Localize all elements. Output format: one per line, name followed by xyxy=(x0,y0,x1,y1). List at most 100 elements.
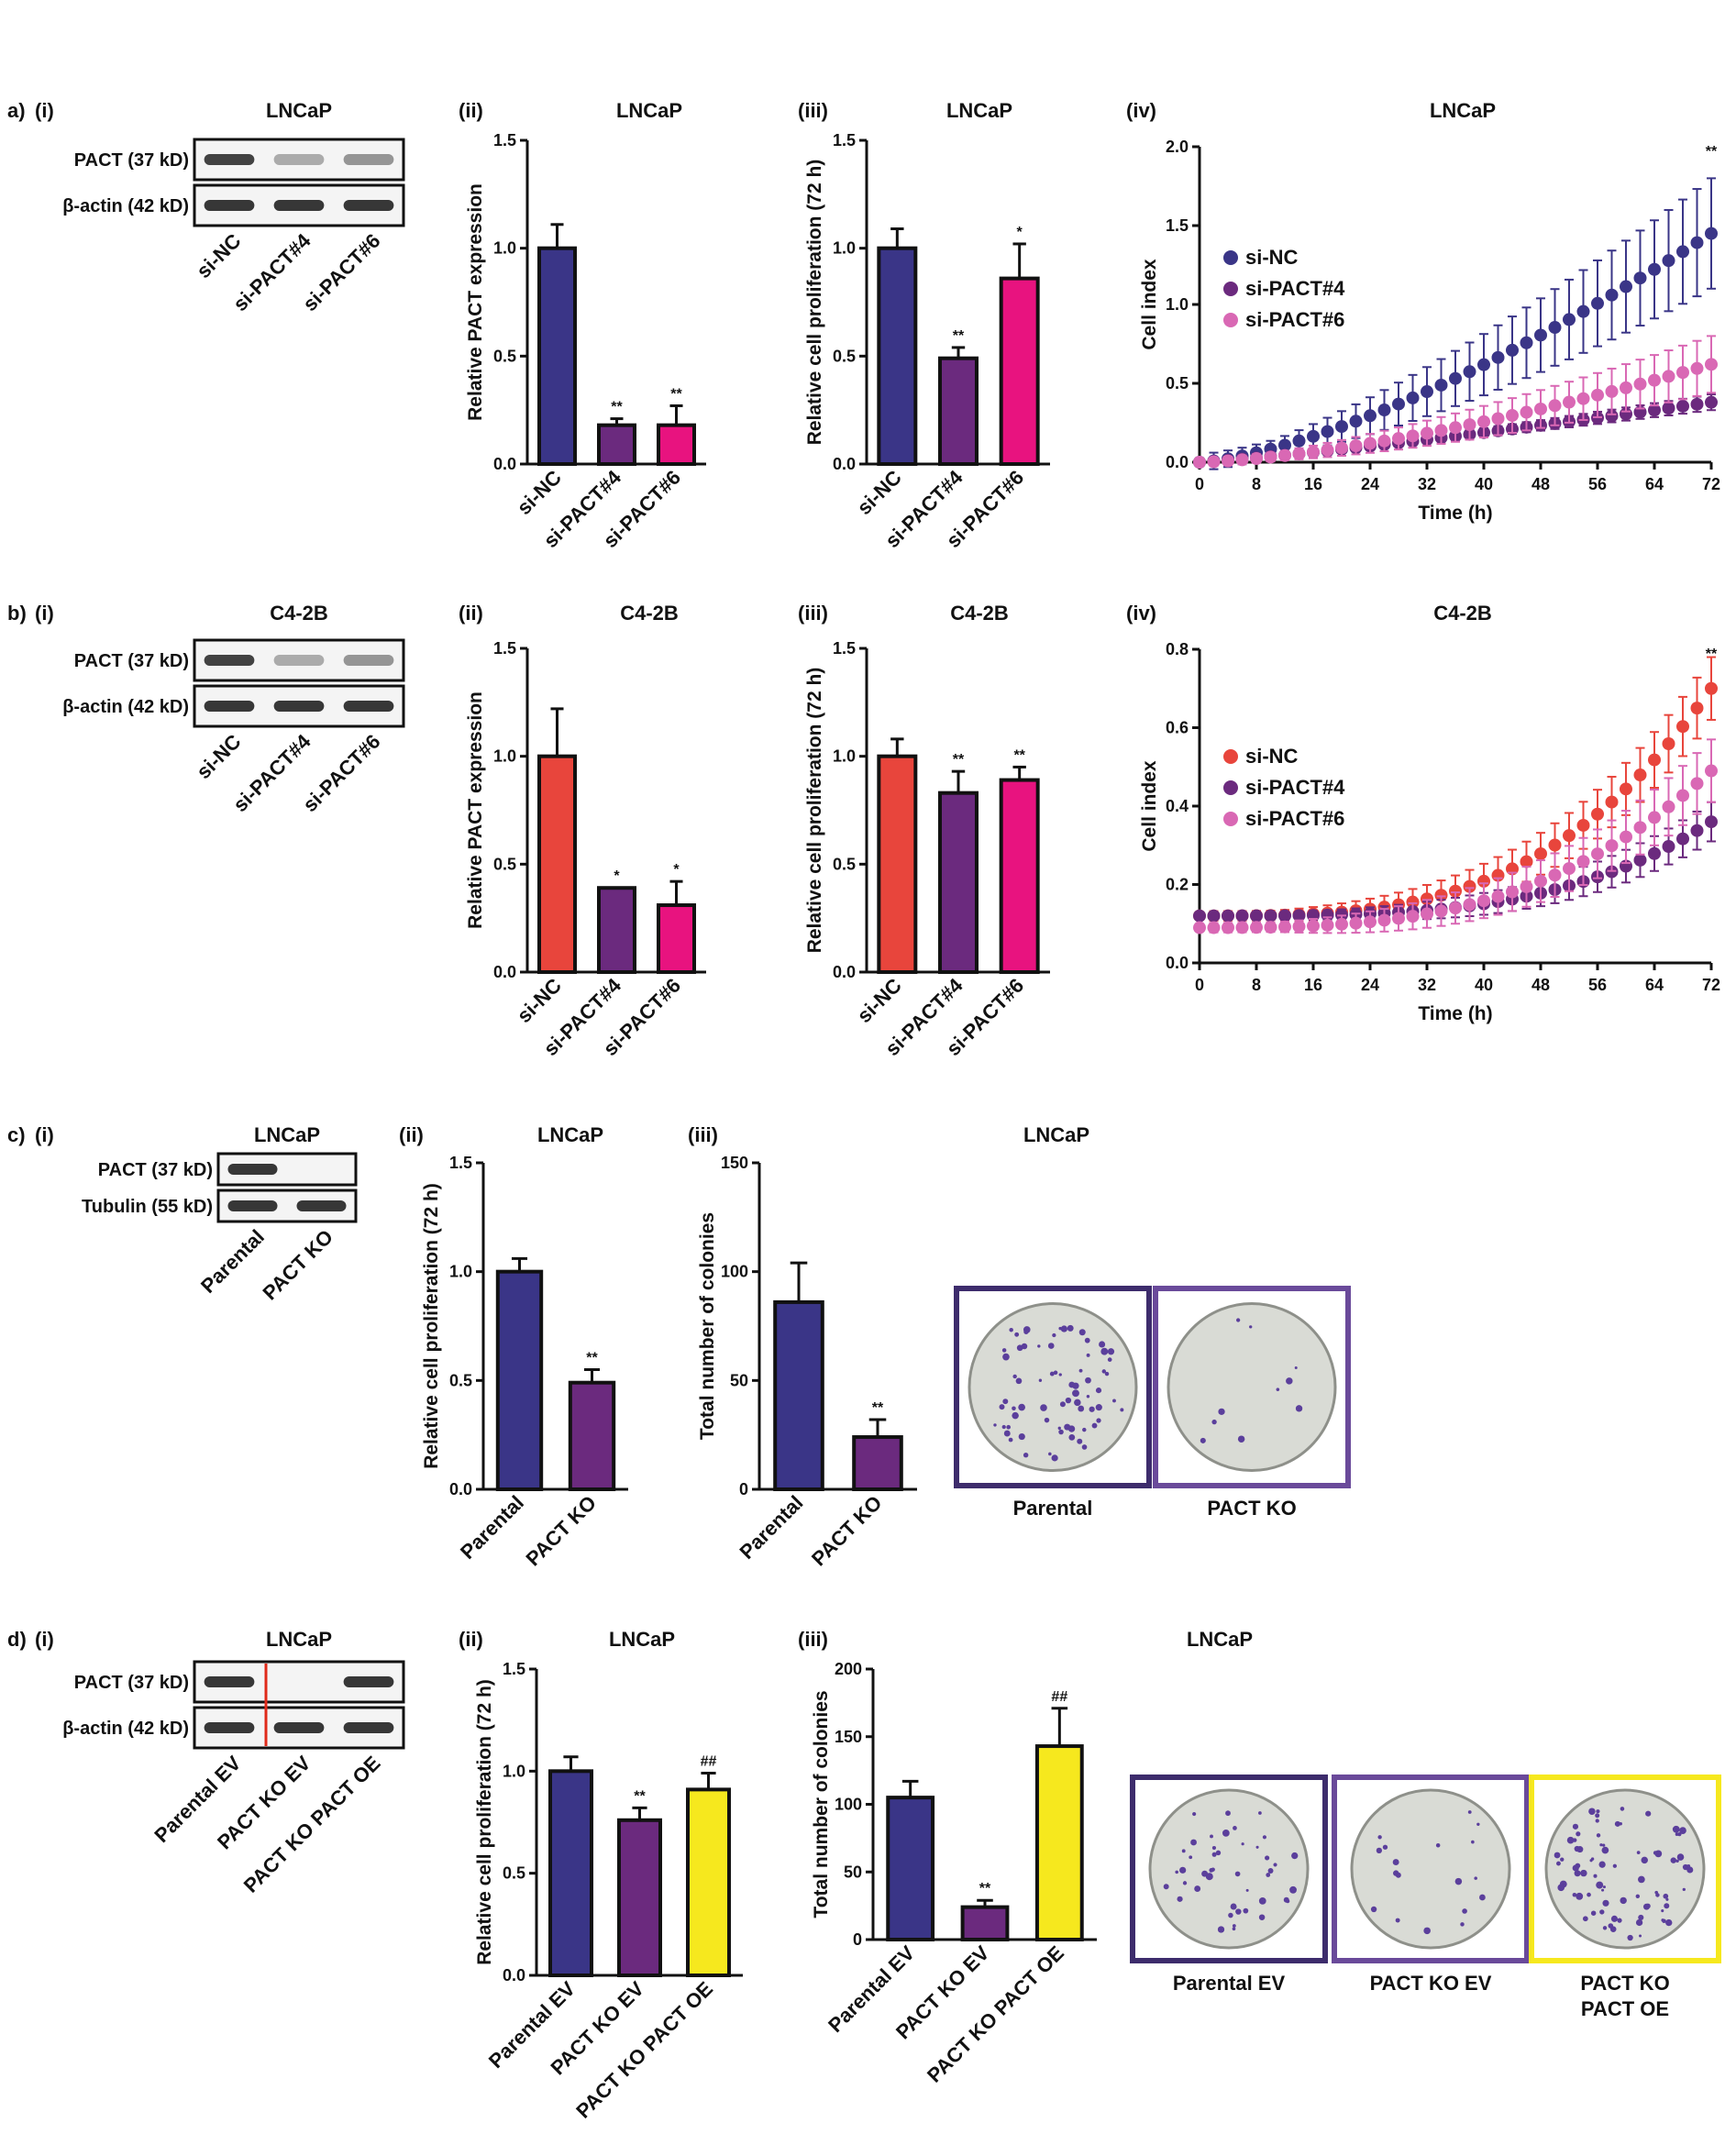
colony-dot xyxy=(1471,1840,1475,1844)
data-point xyxy=(1250,909,1263,923)
colony-dot xyxy=(1001,1348,1007,1353)
data-point xyxy=(1506,409,1519,423)
blot-title: LNCaP xyxy=(266,1628,332,1651)
colony-dot xyxy=(1612,1863,1618,1868)
bar-chart-b-iii: C4-2B 0.0 0.5 1.0 1.5 Relative cell prolifera… xyxy=(804,602,1050,1060)
panel-tag: (i) xyxy=(35,602,54,625)
colony-dot xyxy=(1049,1371,1055,1377)
y-tick-label: 0.5 xyxy=(449,1371,472,1389)
blot-band xyxy=(204,154,255,165)
colony-dot xyxy=(1595,1813,1600,1819)
blot-band xyxy=(343,1676,394,1687)
significance-label: ** xyxy=(611,400,623,415)
bar xyxy=(657,423,696,467)
data-point xyxy=(1392,912,1405,925)
data-point xyxy=(1690,777,1704,791)
bar xyxy=(568,1380,616,1491)
colony-dot xyxy=(1590,1910,1597,1916)
colony-dot xyxy=(1112,1399,1116,1403)
colony-dot xyxy=(1089,1406,1095,1412)
colony-dot xyxy=(1228,1912,1233,1918)
colony-dot xyxy=(1476,1822,1480,1826)
data-point xyxy=(1222,909,1234,923)
colony-dot xyxy=(1267,1868,1274,1874)
colony-dot xyxy=(1001,1424,1006,1430)
colony-dot xyxy=(1230,1903,1237,1910)
colony-dot xyxy=(1620,1896,1627,1905)
colony-dot xyxy=(1675,1859,1679,1863)
data-point xyxy=(1463,898,1476,912)
colony-dot xyxy=(1620,1807,1625,1811)
blot-lane-label: Parental xyxy=(196,1225,269,1298)
colony-dot xyxy=(993,1423,997,1427)
colony-dot xyxy=(1587,1892,1591,1897)
x-tick-label: 56 xyxy=(1588,976,1607,994)
blot-band xyxy=(273,655,325,666)
data-point xyxy=(1705,815,1718,829)
colony-dot xyxy=(1179,1866,1187,1874)
colony-dot xyxy=(1286,1898,1290,1904)
colony-dot xyxy=(1588,1808,1596,1815)
data-point xyxy=(1648,811,1661,824)
colony-dot xyxy=(1201,1870,1209,1877)
data-point xyxy=(1235,909,1249,923)
colony-dot xyxy=(1120,1408,1124,1412)
blot-row-label: PACT (37 kD) xyxy=(98,1160,213,1180)
image-caption: PACT KO xyxy=(1207,1497,1296,1520)
x-tick-label: si-NC xyxy=(853,974,906,1027)
data-point xyxy=(1364,437,1377,450)
blot-band xyxy=(204,1676,255,1687)
x-tick-label: 16 xyxy=(1304,976,1322,994)
colony-dot xyxy=(1638,1914,1644,1921)
y-tick-label: 1.5 xyxy=(1166,216,1189,235)
data-point xyxy=(1534,328,1547,342)
y-tick-label: 1.5 xyxy=(449,1154,472,1172)
colony-dot xyxy=(1265,1855,1270,1861)
data-point xyxy=(1648,846,1661,860)
western-blot-c: c) (i) LNCaP PACT (37 kD) Tubulin (55 kD) Par… xyxy=(7,1123,358,1304)
colony-dot xyxy=(1067,1324,1074,1332)
chart-title: LNCaP xyxy=(1023,1123,1089,1146)
data-point xyxy=(1477,894,1490,908)
y-tick-label: 1.0 xyxy=(493,239,516,258)
data-point xyxy=(1576,818,1590,832)
data-point xyxy=(1193,921,1206,934)
x-tick-label: 40 xyxy=(1475,976,1493,994)
data-point xyxy=(1563,829,1576,843)
data-point xyxy=(1690,397,1704,411)
bar xyxy=(877,754,918,975)
colony-dot xyxy=(1258,1914,1266,1920)
colony-dot xyxy=(1598,1861,1606,1868)
data-point xyxy=(1406,391,1420,404)
bar xyxy=(852,1435,903,1492)
y-tick-label: 150 xyxy=(721,1154,748,1172)
blot-frame xyxy=(216,1152,358,1187)
data-point xyxy=(1690,236,1704,249)
significance-label: * xyxy=(614,868,620,884)
legend-marker xyxy=(1223,780,1238,795)
x-tick-label: 56 xyxy=(1588,475,1607,493)
colony-dot xyxy=(1233,1826,1237,1830)
colony-dot xyxy=(1572,1892,1577,1897)
panel-letter: b) xyxy=(7,602,27,625)
data-point xyxy=(1193,909,1206,923)
colony-dot xyxy=(1249,1325,1253,1329)
data-point xyxy=(1278,448,1291,462)
blot-lane-label: si-NC xyxy=(192,229,245,282)
blot-band xyxy=(273,1722,325,1733)
data-point xyxy=(1335,420,1348,434)
colony-dot xyxy=(1576,1831,1581,1837)
significance-label: ** xyxy=(953,752,965,768)
colony-dot xyxy=(1664,1903,1670,1909)
data-point xyxy=(1364,915,1377,929)
colony-dot xyxy=(1074,1399,1081,1407)
colony-dot xyxy=(1104,1371,1110,1377)
data-point xyxy=(1307,445,1320,459)
panel-tag: (iii) xyxy=(798,602,828,625)
colony-dot xyxy=(1627,1934,1633,1941)
y-tick-label: 0.5 xyxy=(493,855,516,873)
panel-tag: (iv) xyxy=(1126,602,1156,625)
data-point xyxy=(1605,795,1619,809)
image-caption: PACT KO xyxy=(1580,1972,1669,1995)
colony-dot xyxy=(1235,1908,1242,1915)
